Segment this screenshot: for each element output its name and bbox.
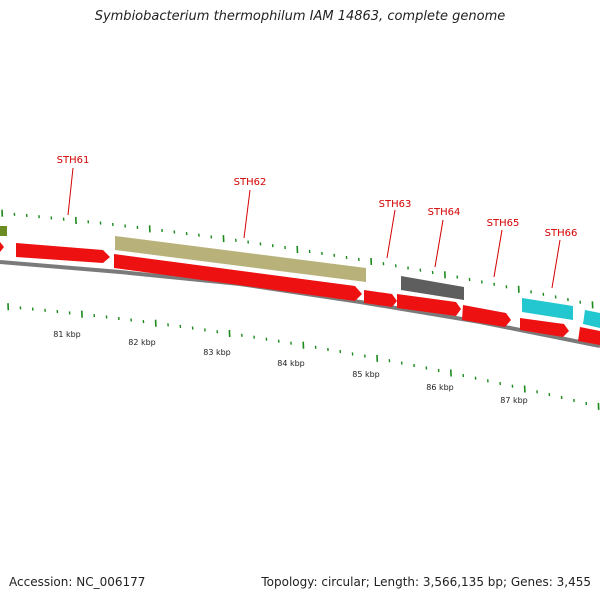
gene-label[interactable]: STH64 bbox=[428, 207, 461, 218]
scale-label: 83 kbp bbox=[203, 348, 231, 357]
scale-label: 81 kbp bbox=[53, 330, 81, 339]
gene-feature[interactable] bbox=[462, 305, 511, 327]
scale-label: 85 kbp bbox=[352, 370, 380, 379]
scale-labels: 81 kbp 82 kbp 83 kbp 84 kbp 85 kbp 86 kb… bbox=[53, 330, 528, 405]
gene-feature[interactable] bbox=[0, 226, 7, 236]
genome-backbone bbox=[0, 260, 600, 348]
gene-label[interactable]: STH66 bbox=[545, 228, 578, 239]
gene-feature[interactable] bbox=[114, 254, 362, 301]
gene-feature[interactable] bbox=[522, 298, 573, 320]
gene-label-leader bbox=[243, 189, 251, 239]
outer-tick-ring bbox=[1, 209, 594, 309]
gene-label-leader bbox=[386, 209, 396, 259]
gene-label[interactable]: STH61 bbox=[57, 155, 90, 166]
gene-label[interactable]: STH63 bbox=[379, 199, 412, 210]
gene-labels: STH61 STH62 STH63 STH64 STH65 STH66 bbox=[57, 155, 578, 289]
accession-text: Accession: NC_006177 bbox=[9, 575, 146, 589]
gene-feature[interactable] bbox=[520, 318, 569, 337]
gene-feature[interactable] bbox=[397, 294, 461, 316]
gene-feature[interactable] bbox=[583, 310, 600, 328]
gene-label-leader bbox=[67, 167, 74, 216]
gene-feature[interactable] bbox=[364, 290, 397, 307]
gene-label[interactable]: STH62 bbox=[234, 177, 267, 188]
gene-feature[interactable] bbox=[115, 236, 366, 282]
gene-feature[interactable] bbox=[0, 242, 4, 252]
scale-label: 87 kbp bbox=[500, 396, 528, 405]
scale-label: 84 kbp bbox=[277, 359, 305, 368]
scale-label: 82 kbp bbox=[128, 338, 156, 347]
scale-label: 86 kbp bbox=[426, 383, 454, 392]
gene-feature[interactable] bbox=[401, 276, 464, 300]
inner-tick-ring bbox=[7, 303, 600, 410]
gene-features bbox=[0, 226, 600, 345]
genome-title: Symbiobacterium thermophilum IAM 14863, … bbox=[94, 9, 506, 24]
gene-feature[interactable] bbox=[16, 243, 110, 263]
gene-label-leader bbox=[434, 219, 444, 268]
genome-summary-text: Topology: circular; Length: 3,566,135 bp… bbox=[261, 575, 591, 589]
gene-label-leader bbox=[493, 229, 503, 278]
gene-feature[interactable] bbox=[578, 327, 600, 345]
gene-label[interactable]: STH65 bbox=[487, 218, 520, 229]
gene-label-leader bbox=[551, 239, 561, 289]
